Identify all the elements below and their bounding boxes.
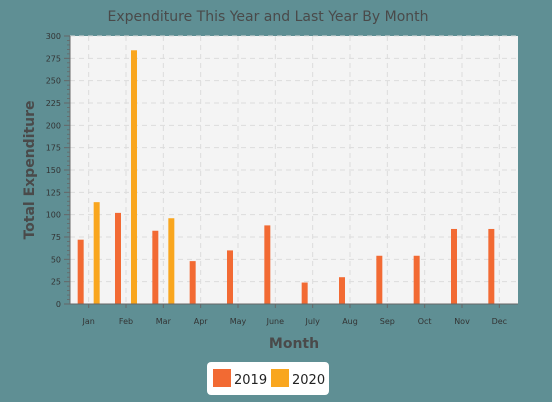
bar-2019-feb [115,212,121,304]
legend-swatch-2019 [213,369,231,387]
legend-label-2020: 2020 [292,373,325,388]
y-tick-label: 250 [46,77,61,86]
x-tick-label: Sep [380,317,395,326]
x-tick-label: Oct [418,317,432,326]
y-tick-label: 25 [51,278,61,287]
y-tick-label: 300 [46,32,61,41]
bar-2020-jan [93,202,100,304]
y-tick-label: 0 [56,300,61,309]
y-tick-label: 175 [46,144,61,153]
x-tick-label: Jan [81,317,94,326]
x-tick-label: June [266,317,285,326]
bar-2020-feb [131,50,137,304]
chart-title: Expenditure This Year and Last Year By M… [107,9,428,25]
legend: 2019 2020 [207,362,329,395]
y-tick-label: 200 [46,121,61,130]
y-tick-label: 275 [46,54,61,63]
x-tick-label: Mar [156,317,172,326]
x-tick-label: Dec [492,317,507,326]
bar-2019-aug [339,277,345,304]
y-tick-label: 225 [46,99,61,108]
x-tick-label: Feb [119,317,133,326]
bar-2019-may [227,250,233,304]
y-tick-label: 125 [46,188,61,197]
x-axis-title: Month [269,336,319,352]
bar-2019-mar [152,230,159,304]
y-tick-label: 75 [51,233,61,242]
bar-2019-oct [413,255,420,304]
x-tick-label: Apr [194,317,209,326]
legend-box [207,362,329,395]
x-tick-label: May [230,317,247,326]
bar-2019-jan [77,239,84,304]
x-tick-label: Aug [342,317,358,326]
grid-lines [70,35,518,304]
bar-2019-nov [451,228,457,304]
x-tick-label: July [304,317,320,326]
legend-swatch-2020 [271,369,289,387]
bar-2019-june [264,225,271,304]
legend-label-2019: 2019 [234,373,267,388]
bar-2019-dec [488,228,495,304]
x-axis: Jan Feb Mar Apr May June July Aug Sep Oct Nov Dec [70,303,518,326]
bar-2019-sep [376,255,383,304]
bar-2020-mar [168,218,175,304]
bar-2019-apr [189,261,196,304]
y-tick-label: 50 [51,255,61,264]
y-tick-label: 100 [46,211,61,220]
bar-2019-july [301,282,308,304]
bars [77,50,495,304]
x-tick-label: Nov [454,317,470,326]
y-axis-title: Total Expenditure [22,100,38,239]
y-tick-label: 150 [46,166,61,175]
y-axis: 0 25 50 75 100 125 150 175 200 225 250 275 300 [46,32,71,309]
